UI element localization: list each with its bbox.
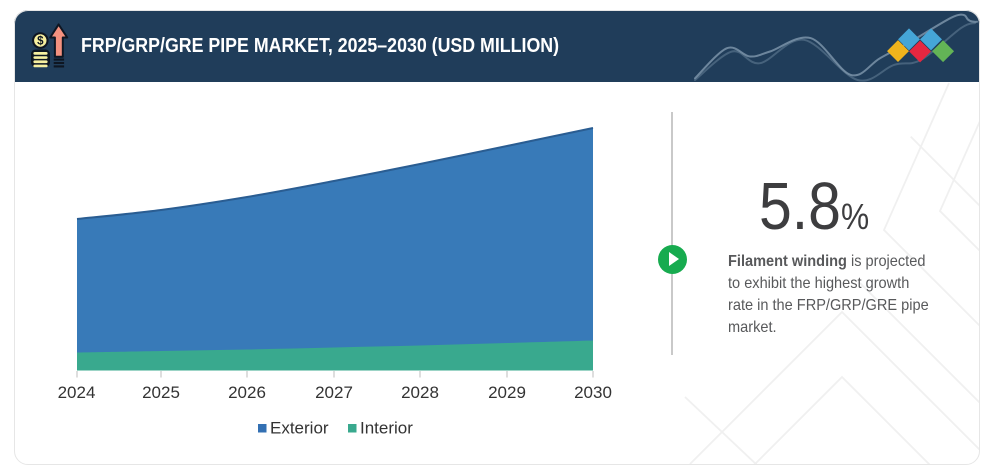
- svg-text:2025: 2025: [142, 383, 180, 402]
- svg-text:2029: 2029: [488, 383, 526, 402]
- svg-text:Interior: Interior: [360, 419, 413, 438]
- svg-text:Exterior: Exterior: [270, 419, 329, 438]
- svg-text:2026: 2026: [228, 383, 266, 402]
- svg-text:2024: 2024: [58, 383, 96, 402]
- svg-text:2027: 2027: [315, 383, 353, 402]
- svg-text:$: $: [37, 36, 44, 48]
- svg-text:2028: 2028: [401, 383, 439, 402]
- svg-text:2030: 2030: [574, 383, 612, 402]
